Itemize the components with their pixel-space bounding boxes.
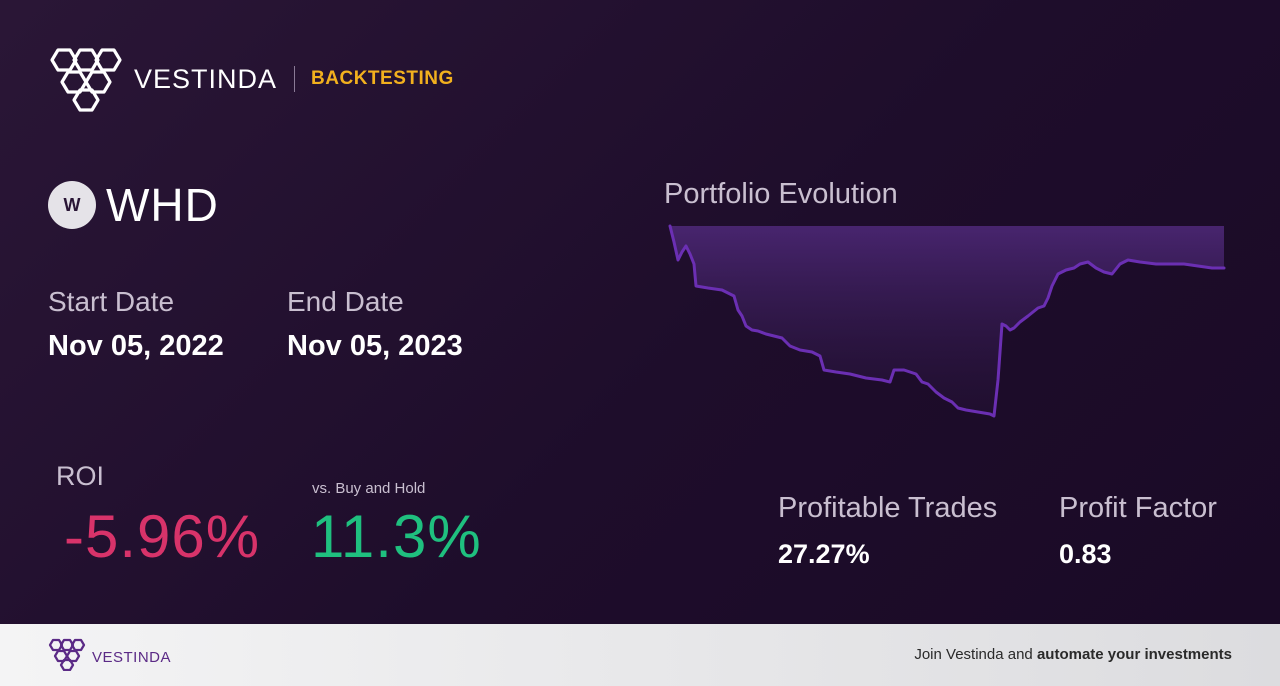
profit-factor-block: Profit Factor 0.83 bbox=[1059, 492, 1217, 570]
start-date-block: Start Date Nov 05, 2022 bbox=[48, 286, 224, 363]
portfolio-evolution-chart bbox=[668, 224, 1226, 418]
footer-brand-link[interactable]: VESTINDA bbox=[48, 638, 171, 676]
buy-and-hold-value: 11.3% bbox=[311, 503, 482, 570]
portfolio-line bbox=[668, 224, 1226, 418]
ticker-badge: W bbox=[48, 181, 96, 229]
footer-bar: VESTINDA Join Vestinda and automate your… bbox=[0, 624, 1280, 686]
section-label: BACKTESTING bbox=[311, 68, 454, 89]
end-date-value: Nov 05, 2023 bbox=[287, 330, 463, 362]
roi-value: -5.96% bbox=[64, 503, 261, 570]
brand-name: VESTINDA bbox=[134, 63, 278, 94]
chart-title: Portfolio Evolution bbox=[664, 178, 898, 210]
ticker-symbol: WHD bbox=[106, 179, 219, 231]
brand-divider bbox=[294, 66, 296, 92]
footer-cta-prefix: Join Vestinda and bbox=[914, 646, 1037, 663]
profitable-trades-block: Profitable Trades 27.27% bbox=[778, 492, 997, 570]
profit-factor-value: 0.83 bbox=[1059, 539, 1112, 569]
footer-cta[interactable]: Join Vestinda and automate your investme… bbox=[914, 646, 1232, 663]
footer-brand-name: VESTINDA bbox=[92, 648, 172, 666]
backtest-card: VESTINDA BACKTESTING W WHD Start Date No… bbox=[0, 0, 1280, 624]
profitable-trades-value: 27.27% bbox=[778, 539, 870, 569]
vestinda-logo-icon bbox=[48, 638, 86, 676]
profitable-trades-label: Profitable Trades bbox=[778, 492, 998, 524]
vestinda-logo-icon bbox=[48, 46, 124, 112]
ticker-header: W WHD bbox=[48, 178, 219, 232]
brand-header: VESTINDA BACKTESTING bbox=[48, 46, 454, 112]
profit-factor-label: Profit Factor bbox=[1059, 492, 1217, 524]
footer-cta-bold: automate your investments bbox=[1036, 646, 1232, 663]
buy-and-hold-label: vs. Buy and Hold bbox=[312, 480, 426, 497]
end-date-block: End Date Nov 05, 2023 bbox=[287, 286, 463, 363]
end-date-label: End Date bbox=[287, 286, 404, 317]
start-date-value: Nov 05, 2022 bbox=[48, 330, 224, 362]
start-date-label: Start Date bbox=[48, 286, 175, 317]
portfolio-area bbox=[670, 226, 1224, 416]
roi-label: ROI bbox=[56, 461, 105, 491]
